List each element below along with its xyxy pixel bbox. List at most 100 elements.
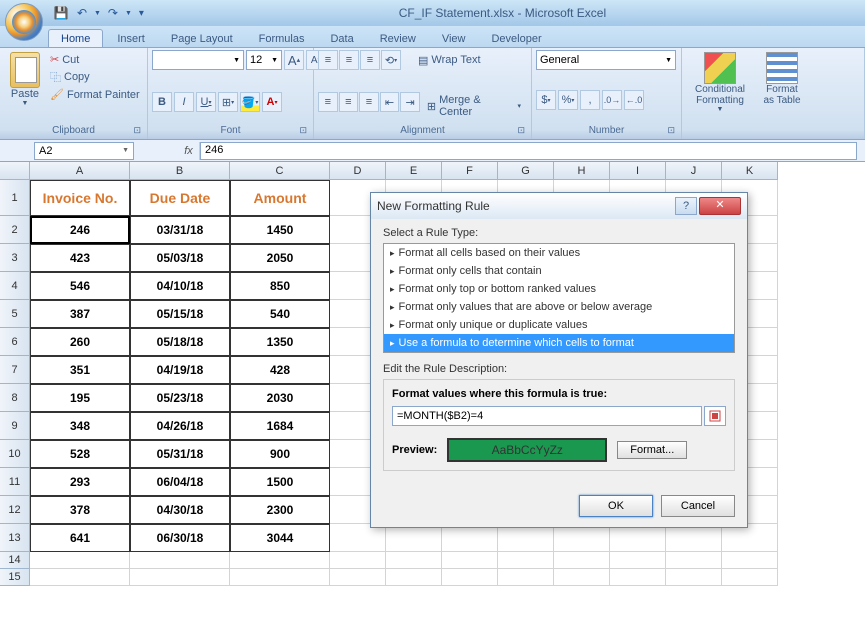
undo-icon[interactable]: ↶ [73, 4, 91, 22]
table-cell[interactable]: 1450 [230, 216, 330, 244]
table-header[interactable]: Invoice No. [30, 180, 130, 216]
col-header-A[interactable]: A [30, 162, 130, 180]
row-header-11[interactable]: 11 [0, 468, 30, 496]
cell[interactable] [386, 569, 442, 586]
number-format-select[interactable]: General▼ [536, 50, 676, 70]
rule-type-list[interactable]: Format all cells based on their valuesFo… [383, 243, 735, 353]
rule-type-option[interactable]: Use a formula to determine which cells t… [384, 334, 734, 352]
table-cell[interactable]: 06/04/18 [130, 468, 230, 496]
cell[interactable] [554, 552, 610, 569]
col-header-K[interactable]: K [722, 162, 778, 180]
italic-button[interactable]: I [174, 92, 194, 112]
table-cell[interactable]: 1350 [230, 328, 330, 356]
row-header-5[interactable]: 5 [0, 300, 30, 328]
row-header-14[interactable]: 14 [0, 552, 30, 569]
cell[interactable] [330, 569, 386, 586]
dialog-help-button[interactable]: ? [675, 197, 697, 215]
row-header-12[interactable]: 12 [0, 496, 30, 524]
cell[interactable] [442, 524, 498, 552]
col-header-E[interactable]: E [386, 162, 442, 180]
cell[interactable] [386, 524, 442, 552]
cell[interactable] [498, 552, 554, 569]
table-header[interactable]: Due Date [130, 180, 230, 216]
cell[interactable] [666, 524, 722, 552]
cell[interactable] [610, 524, 666, 552]
merge-center-button[interactable]: ⊞Merge & Center▾ [421, 92, 527, 120]
table-cell[interactable]: 04/26/18 [130, 412, 230, 440]
align-center-button[interactable]: ≡ [339, 92, 359, 112]
row-header-15[interactable]: 15 [0, 569, 30, 586]
grow-font-button[interactable]: A▴ [284, 50, 304, 70]
fill-color-button[interactable]: 🪣▾ [240, 92, 260, 112]
border-button[interactable]: ⊞▾ [218, 92, 238, 112]
table-cell[interactable]: 351 [30, 356, 130, 384]
format-painter-button[interactable]: 🖌Format Painter [48, 87, 142, 102]
table-cell[interactable]: 1500 [230, 468, 330, 496]
align-right-button[interactable]: ≡ [359, 92, 379, 112]
table-cell[interactable]: 260 [30, 328, 130, 356]
row-header-4[interactable]: 4 [0, 272, 30, 300]
cell[interactable] [330, 552, 386, 569]
tab-home[interactable]: Home [48, 29, 103, 47]
row-header-2[interactable]: 2 [0, 216, 30, 244]
col-header-J[interactable]: J [666, 162, 722, 180]
table-cell[interactable]: 04/30/18 [130, 496, 230, 524]
cell[interactable] [722, 524, 778, 552]
table-cell[interactable]: 04/10/18 [130, 272, 230, 300]
cell[interactable] [130, 552, 230, 569]
cell[interactable] [498, 569, 554, 586]
table-cell[interactable]: 293 [30, 468, 130, 496]
cell[interactable] [498, 524, 554, 552]
col-header-C[interactable]: C [230, 162, 330, 180]
table-cell[interactable]: 06/30/18 [130, 524, 230, 552]
cell[interactable] [442, 552, 498, 569]
bold-button[interactable]: B [152, 92, 172, 112]
format-as-table-button[interactable]: Format as Table [756, 50, 808, 108]
row-header-3[interactable]: 3 [0, 244, 30, 272]
conditional-formatting-button[interactable]: Conditional Formatting▼ [686, 50, 754, 115]
table-cell[interactable]: 03/31/18 [130, 216, 230, 244]
cell[interactable] [230, 552, 330, 569]
cell[interactable] [30, 569, 130, 586]
table-cell[interactable]: 04/19/18 [130, 356, 230, 384]
table-cell[interactable]: 05/18/18 [130, 328, 230, 356]
col-header-H[interactable]: H [554, 162, 610, 180]
wrap-text-button[interactable]: ▤Wrap Text [411, 50, 488, 70]
range-selector-button[interactable] [704, 406, 726, 426]
tab-data[interactable]: Data [318, 30, 365, 47]
cell[interactable] [386, 552, 442, 569]
copy-button[interactable]: ⿻Copy [48, 68, 142, 86]
table-cell[interactable]: 2300 [230, 496, 330, 524]
cell[interactable] [610, 552, 666, 569]
col-header-B[interactable]: B [130, 162, 230, 180]
tab-view[interactable]: View [430, 30, 478, 47]
cell[interactable] [130, 569, 230, 586]
cell[interactable] [442, 569, 498, 586]
dec-decimal-button[interactable]: ←.0 [624, 90, 644, 110]
inc-decimal-button[interactable]: .0→ [602, 90, 622, 110]
font-size-select[interactable]: 12▼ [246, 50, 282, 70]
cell[interactable] [330, 524, 386, 552]
rule-type-option[interactable]: Format only unique or duplicate values [384, 316, 734, 334]
table-cell[interactable]: 246 [30, 216, 130, 244]
row-header-6[interactable]: 6 [0, 328, 30, 356]
cell[interactable] [722, 552, 778, 569]
percent-button[interactable]: %▾ [558, 90, 578, 110]
indent-inc-button[interactable]: ⇥ [400, 92, 420, 112]
select-all-corner[interactable] [0, 162, 30, 180]
rule-type-option[interactable]: Format only cells that contain [384, 262, 734, 280]
table-cell[interactable]: 348 [30, 412, 130, 440]
table-cell[interactable]: 05/15/18 [130, 300, 230, 328]
rule-type-option[interactable]: Format only top or bottom ranked values [384, 280, 734, 298]
col-header-F[interactable]: F [442, 162, 498, 180]
align-top-button[interactable]: ≡ [318, 50, 338, 70]
cell[interactable] [666, 552, 722, 569]
tab-page-layout[interactable]: Page Layout [159, 30, 245, 47]
underline-button[interactable]: U ▾ [196, 92, 216, 112]
table-cell[interactable]: 2050 [230, 244, 330, 272]
cell[interactable] [666, 569, 722, 586]
rule-type-option[interactable]: Format only values that are above or bel… [384, 298, 734, 316]
table-cell[interactable]: 900 [230, 440, 330, 468]
table-cell[interactable]: 423 [30, 244, 130, 272]
cell[interactable] [610, 569, 666, 586]
